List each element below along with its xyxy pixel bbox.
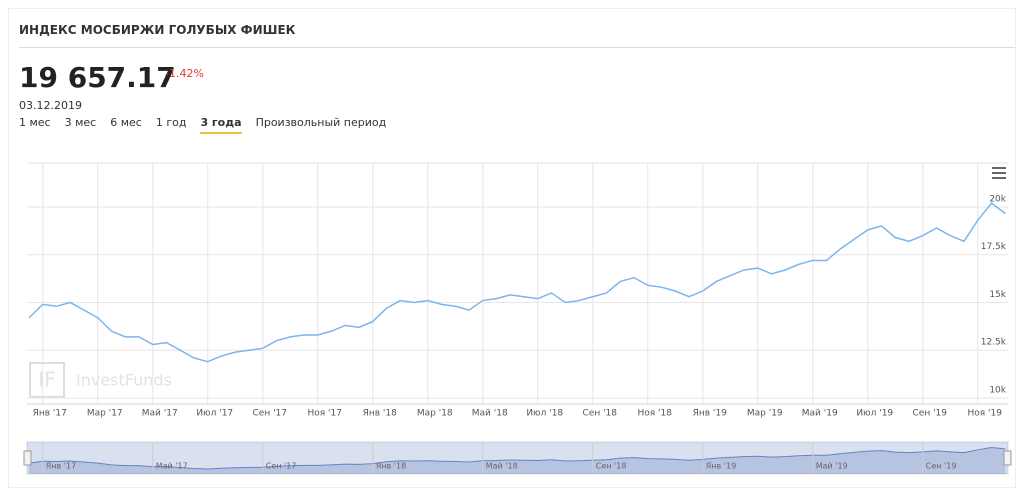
title: ИНДЕКС МОСБИРЖИ ГОЛУБЫХ ФИШЕК	[19, 23, 296, 37]
navigator-label: Май '19	[816, 462, 848, 471]
period-button[interactable]: Произвольный период	[255, 116, 387, 129]
change: -1.42%	[165, 67, 204, 80]
x-tick-label: Сен '17	[253, 409, 288, 419]
x-tick-label: Июл '19	[856, 409, 893, 419]
y-tick-label: 20k	[989, 194, 1006, 204]
x-tick-label: Май '19	[802, 409, 838, 419]
period-button[interactable]: 3 года	[200, 116, 242, 134]
navigator-label: Май '18	[486, 462, 518, 471]
navigator-label: Сен '18	[596, 462, 627, 471]
navigator-handle[interactable]	[1003, 450, 1012, 466]
card: ИНДЕКС МОСБИРЖИ ГОЛУБЫХ ФИШЕК 19 657.17 …	[8, 8, 1016, 488]
x-tick-label: Янв '19	[693, 409, 728, 419]
watermark-logo: IF	[38, 368, 55, 392]
watermark-box	[29, 362, 65, 398]
plot: 10k 12.5k 15k 17.5k 20k Янв '17 Мар '17 Май '17…	[23, 162, 1012, 475]
navigator-label: Янв '19	[706, 462, 736, 471]
x-tick-label: Ноя '18	[638, 409, 673, 419]
y-tick-label: 10k	[989, 386, 1006, 396]
x-tick-label: Янв '18	[363, 409, 398, 419]
x-tick-label: Мар '17	[87, 409, 123, 419]
x-tick-label: Янв '17	[33, 409, 67, 419]
x-tick-label: Ноя '19	[968, 409, 1003, 419]
navigator-label: Сен '17	[266, 462, 297, 471]
x-tick-label: Ноя '17	[308, 409, 342, 419]
divider	[19, 47, 1015, 48]
x-tick-label: Мар '19	[747, 409, 783, 419]
x-tick-label: Июл '18	[526, 409, 563, 419]
navigator-label: Май '17	[156, 462, 188, 471]
line-series	[28, 202, 1006, 363]
y-tick-label: 12.5k	[981, 338, 1007, 348]
period-button[interactable]: 1 мес	[19, 116, 51, 129]
navigator-mask	[27, 442, 1008, 474]
navigator-label: Янв '18	[376, 462, 406, 471]
watermark-text: InvestFunds	[76, 371, 172, 390]
navigator-area	[29, 447, 1006, 474]
x-tick-label: Мар '18	[417, 409, 453, 419]
x-tick-label: Сен '19	[913, 409, 948, 419]
navigator-label: Сен '19	[926, 462, 957, 471]
date: 03.12.2019	[19, 99, 82, 112]
x-tick-label: Май '18	[472, 409, 508, 419]
x-tick-label: Сен '18	[583, 409, 618, 419]
period-button[interactable]: 6 мес	[110, 116, 142, 129]
menu-icon[interactable]	[992, 167, 1006, 179]
price: 19 657.17	[19, 61, 176, 94]
x-tick-label: Май '17	[142, 409, 178, 419]
navigator-label: Янв '17	[46, 462, 76, 471]
y-tick-label: 15k	[989, 290, 1006, 300]
navigator-line	[28, 446, 1006, 470]
navigator-handle[interactable]	[23, 450, 32, 466]
y-tick-label: 17.5k	[981, 242, 1007, 252]
period-button[interactable]: 1 год	[155, 116, 187, 129]
period-selector: 1 мес 3 мес 6 мес 1 год 3 года Произвольный п…	[19, 116, 386, 134]
x-tick-label: Июл '17	[196, 409, 233, 419]
period-button[interactable]: 3 мес	[64, 116, 97, 129]
